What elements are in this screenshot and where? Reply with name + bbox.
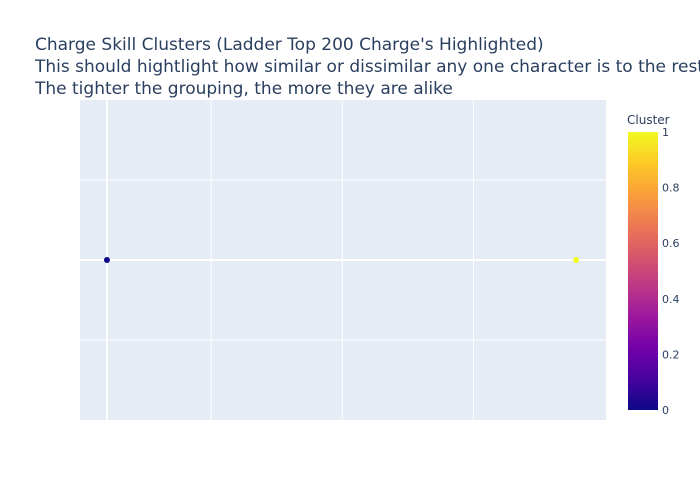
- gridlines: [80, 100, 606, 420]
- title-line-3: The tighter the grouping, the more they …: [34, 79, 453, 99]
- colorbar-tick-label: 0.8: [662, 182, 680, 195]
- colorbar: Cluster 0 0.2 0.4 0.6 0.8 1: [627, 113, 680, 417]
- chart-title: Charge Skill Clusters (Ladder Top 200 Ch…: [34, 35, 700, 99]
- colorbar-tick-label: 0.6: [662, 237, 680, 250]
- colorbar-tick-label: 0: [662, 404, 669, 417]
- data-point: [103, 257, 110, 263]
- title-line-1: Charge Skill Clusters (Ladder Top 200 Ch…: [35, 35, 544, 55]
- colorbar-tick-label: 0.4: [662, 293, 680, 306]
- colorbar-gradient: [628, 132, 658, 410]
- data-point: [573, 257, 580, 263]
- title-line-2: This should hightlight how similar or di…: [34, 57, 700, 77]
- colorbar-tick-label: 0.2: [662, 348, 680, 361]
- colorbar-tick-label: 1: [662, 126, 669, 139]
- colorbar-title: Cluster: [627, 113, 670, 127]
- data-points: [103, 257, 580, 263]
